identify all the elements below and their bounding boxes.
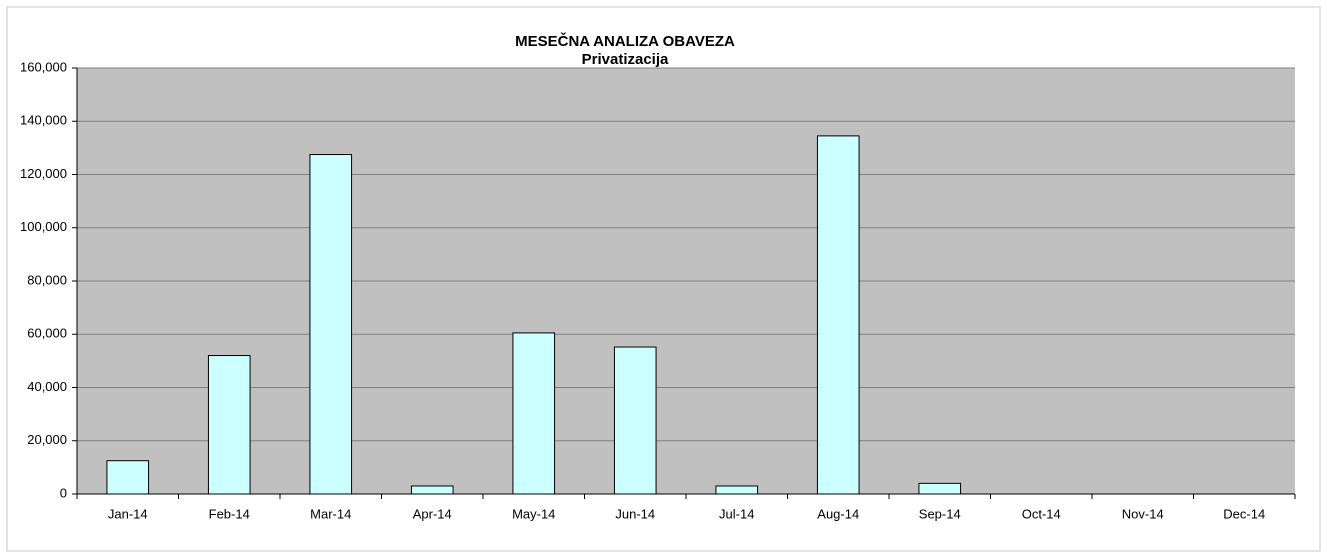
x-tick-label: Jan-14 — [108, 506, 148, 521]
x-tick-label: May-14 — [512, 506, 555, 521]
bar — [918, 482, 962, 495]
y-tick-label: 60,000 — [27, 326, 67, 341]
y-tick-label: 0 — [60, 485, 67, 500]
x-tick-label: Oct-14 — [1022, 506, 1061, 521]
x-tick-label: Jun-14 — [615, 506, 655, 521]
bar — [512, 332, 556, 495]
y-tick-label: 40,000 — [27, 379, 67, 394]
y-tick-label: 20,000 — [27, 432, 67, 447]
y-tick-label: 100,000 — [20, 219, 67, 234]
x-tick-label: Sep-14 — [919, 506, 961, 521]
x-tick-label: Dec-14 — [1223, 506, 1265, 521]
bar — [106, 460, 150, 495]
bar — [613, 346, 657, 495]
bar — [309, 154, 353, 495]
y-tick-label: 140,000 — [20, 113, 67, 128]
x-tick-label: Aug-14 — [817, 506, 859, 521]
bar — [715, 485, 759, 495]
x-tick-label: Nov-14 — [1122, 506, 1164, 521]
y-tick-label: 120,000 — [20, 166, 67, 181]
x-tick-label: Apr-14 — [413, 506, 452, 521]
chart-subtitle: Privatizacija — [582, 51, 669, 68]
bar — [410, 485, 454, 495]
bar — [816, 135, 860, 495]
y-tick-label: 80,000 — [27, 272, 67, 287]
y-tick-label: 160,000 — [20, 59, 67, 74]
x-tick-label: Mar-14 — [310, 506, 351, 521]
x-tick-label: Jul-14 — [719, 506, 754, 521]
chart-title: MESEČNA ANALIZA OBAVEZA — [515, 32, 735, 50]
bar — [207, 355, 251, 495]
x-tick-label: Feb-14 — [209, 506, 250, 521]
